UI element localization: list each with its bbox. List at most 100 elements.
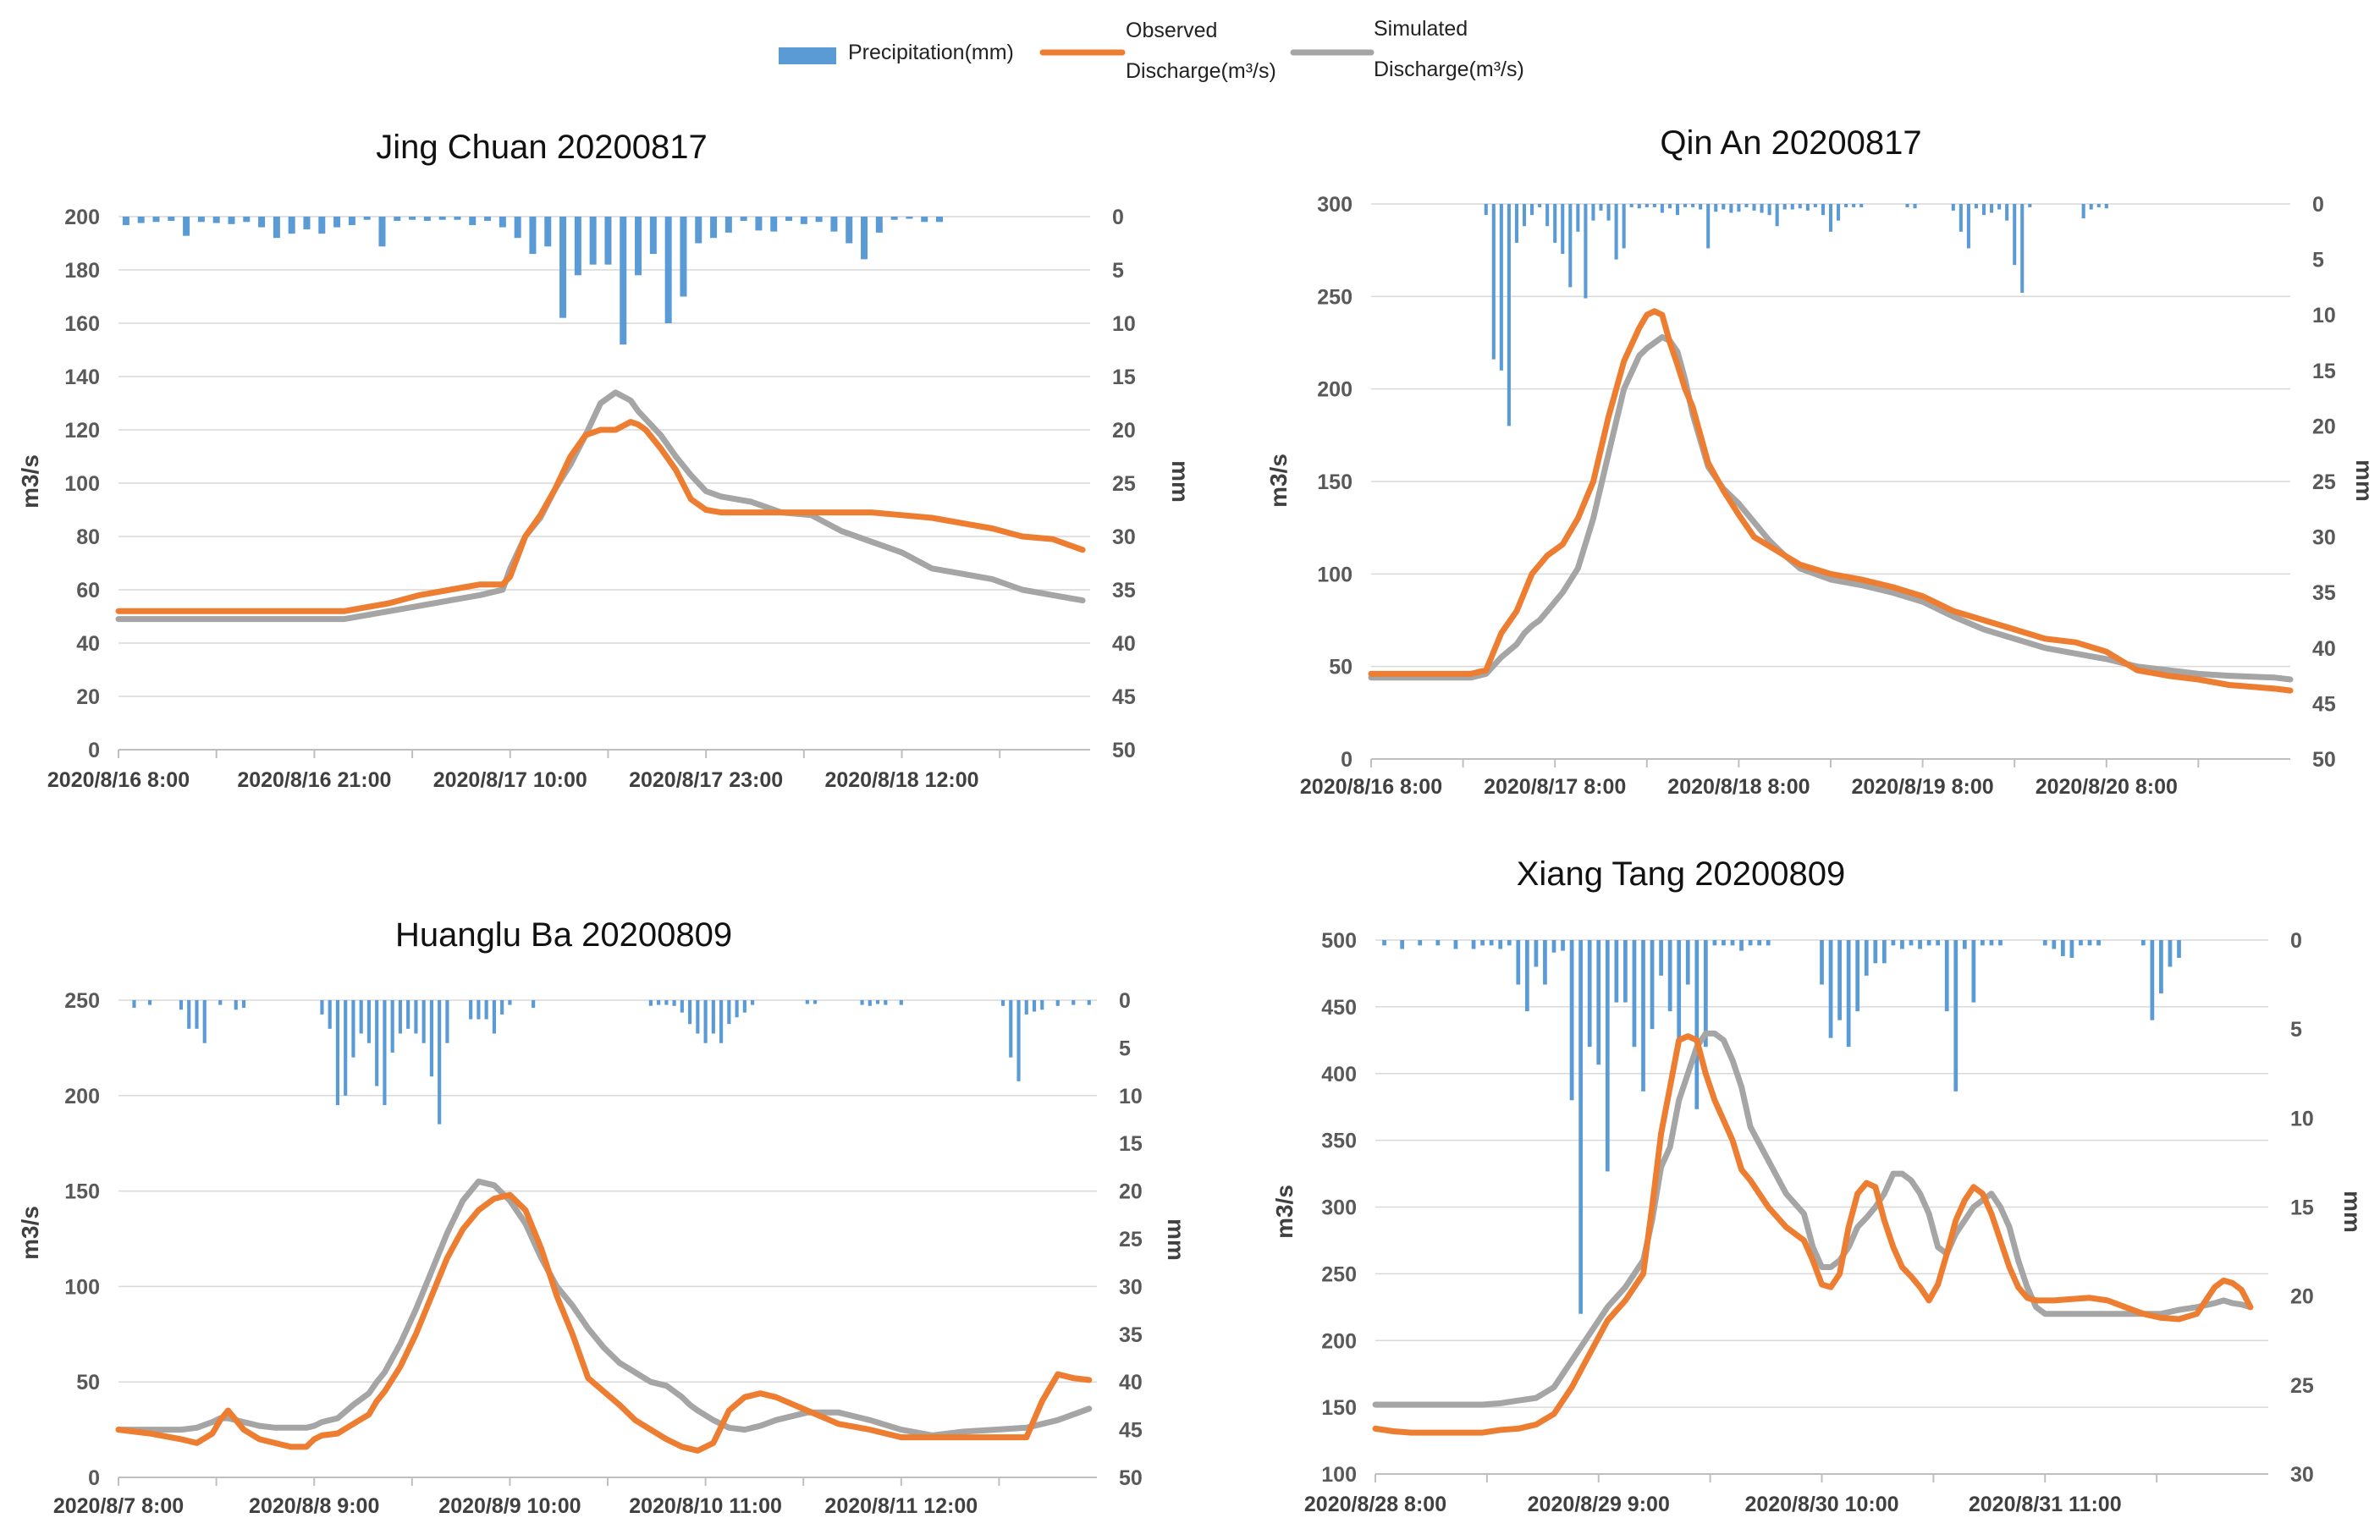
precip-bar xyxy=(861,217,868,260)
precip-bar xyxy=(421,1000,426,1043)
precip-bar xyxy=(500,1000,504,1015)
y2-tick-label: 40 xyxy=(2312,637,2336,661)
precip-bar xyxy=(409,217,416,220)
precip-bar xyxy=(589,217,597,265)
precip-bar xyxy=(438,1000,442,1125)
precip-bar xyxy=(703,1000,708,1043)
precip-bar xyxy=(258,217,266,228)
chart-title-xiang-tang: Xiang Tang 20200809 xyxy=(1517,855,1846,893)
y2-tick-label: 35 xyxy=(1112,579,1136,602)
precip-bar xyxy=(2096,204,2101,207)
precip-bar xyxy=(1645,204,1649,207)
precip-bar xyxy=(1016,1000,1021,1081)
precip-bar xyxy=(805,1000,809,1004)
chart-panel-jing-chuan: 0 20 40 60 80 100 120 140 160 180 200 0 5 10 15 20 25 30 3… xyxy=(47,206,1136,792)
precip-bar xyxy=(1471,940,1476,949)
precip-bar xyxy=(273,217,280,239)
precip-bar xyxy=(1837,940,1842,1020)
x-tick-label: 2020/8/17 23:00 xyxy=(629,768,783,792)
y-tick-label: 100 xyxy=(1321,1463,1357,1487)
precip-bar xyxy=(620,217,627,345)
precip-bar xyxy=(1913,204,1917,209)
y2-tick-label: 25 xyxy=(1112,472,1136,496)
chart-title-qin-an: Qin An 20200817 xyxy=(1660,124,1921,162)
precip-bar xyxy=(1024,1000,1028,1015)
precip-bar xyxy=(469,1000,473,1020)
precip-bar xyxy=(664,217,672,323)
precip-bar xyxy=(727,1000,731,1025)
chart-panel-qin-an: 0 50 100 150 200 250 300 0 5 10 15 20 25 30 35 40 45 50 20… xyxy=(1300,193,2336,799)
precip-bar xyxy=(2104,204,2108,209)
chart-panel-huanglu-ba: 0 50 100 150 200 250 0 5 10 15 20 25 30 35 40 45 50 2020/… xyxy=(53,989,1143,1518)
precip-bar xyxy=(751,1000,755,1005)
precip-bar xyxy=(2150,940,2155,1020)
y2-tick-label: 50 xyxy=(1112,739,1136,762)
y2-tick-label: 50 xyxy=(1119,1466,1143,1490)
precip-bar xyxy=(288,217,295,234)
precip-bar xyxy=(333,217,341,228)
precip-bar xyxy=(770,217,778,232)
simulated-discharge-line xyxy=(115,389,1086,623)
x-tick-label: 2020/8/11 12:00 xyxy=(824,1494,978,1518)
precip-bar xyxy=(1891,940,1896,946)
precip-bar xyxy=(2087,940,2092,946)
precip-bar xyxy=(469,217,477,226)
precip-bar xyxy=(1435,940,1441,946)
y2-tick-label: 30 xyxy=(1119,1275,1143,1299)
y-tick-label: 0 xyxy=(88,1466,100,1490)
precip-bar xyxy=(884,1000,888,1005)
precip-bar xyxy=(1637,204,1641,209)
precip-bar xyxy=(1864,940,1869,976)
precip-bar xyxy=(2020,204,2025,293)
precip-bar xyxy=(359,1000,363,1034)
y2-tick-label: 10 xyxy=(1119,1085,1143,1108)
precip-bar xyxy=(2159,940,2163,994)
precip-bar xyxy=(815,217,823,223)
precip-bar xyxy=(1739,940,1744,951)
precip-bar xyxy=(398,1000,403,1034)
precip-bar xyxy=(2028,204,2032,207)
precip-bar xyxy=(1000,1000,1005,1006)
precip-bar xyxy=(1846,940,1851,1048)
y2-tick-label: 45 xyxy=(1112,685,1136,709)
precip-bar xyxy=(1480,940,1485,946)
precip-bar xyxy=(1805,204,1810,211)
precip-bar xyxy=(179,1000,184,1010)
precip-bar xyxy=(1584,204,1588,299)
precip-bar xyxy=(559,217,567,318)
observed-discharge-line xyxy=(1372,1033,2254,1436)
precip-bar xyxy=(1712,940,1717,946)
precip-bar xyxy=(1400,940,1405,949)
precip-bar xyxy=(2177,940,2181,959)
precip-bar xyxy=(1694,940,1700,1109)
precip-bar xyxy=(680,217,687,297)
precip-bar xyxy=(1782,204,1787,210)
precip-bar xyxy=(1418,940,1423,946)
precip-bar xyxy=(484,1000,488,1020)
precip-bar xyxy=(1730,940,1735,946)
precip-bar xyxy=(1489,940,1494,946)
x-tick-label: 2020/8/18 8:00 xyxy=(1667,775,1810,799)
precip-bar xyxy=(492,1000,496,1034)
precip-bar xyxy=(906,217,913,219)
legend-precip-swatch xyxy=(779,47,836,64)
y2-tick-label: 10 xyxy=(2312,304,2336,327)
precip-bar xyxy=(800,217,807,224)
y2label-huanglu-ba: mm xyxy=(1163,1218,1189,1261)
y-tick-label: 250 xyxy=(64,989,100,1013)
precip-bar xyxy=(1766,940,1771,946)
precip-bar xyxy=(344,1000,348,1096)
precip-bar xyxy=(241,1000,246,1009)
precip-bar xyxy=(406,1000,410,1029)
y2-tick-label: 40 xyxy=(1119,1371,1143,1394)
precip-bar xyxy=(604,217,612,265)
precip-bar xyxy=(544,217,552,247)
simulated-discharge-line xyxy=(115,1178,1093,1438)
precip-bar xyxy=(1605,940,1610,1172)
y2-tick-label: 20 xyxy=(1112,419,1136,443)
y2-tick-label: 15 xyxy=(2290,1196,2314,1220)
precip-bar xyxy=(1729,204,1733,213)
legend: Precipitation(mm) Observed Discharge(m³/… xyxy=(779,17,1524,83)
precip-bar xyxy=(1722,204,1726,210)
